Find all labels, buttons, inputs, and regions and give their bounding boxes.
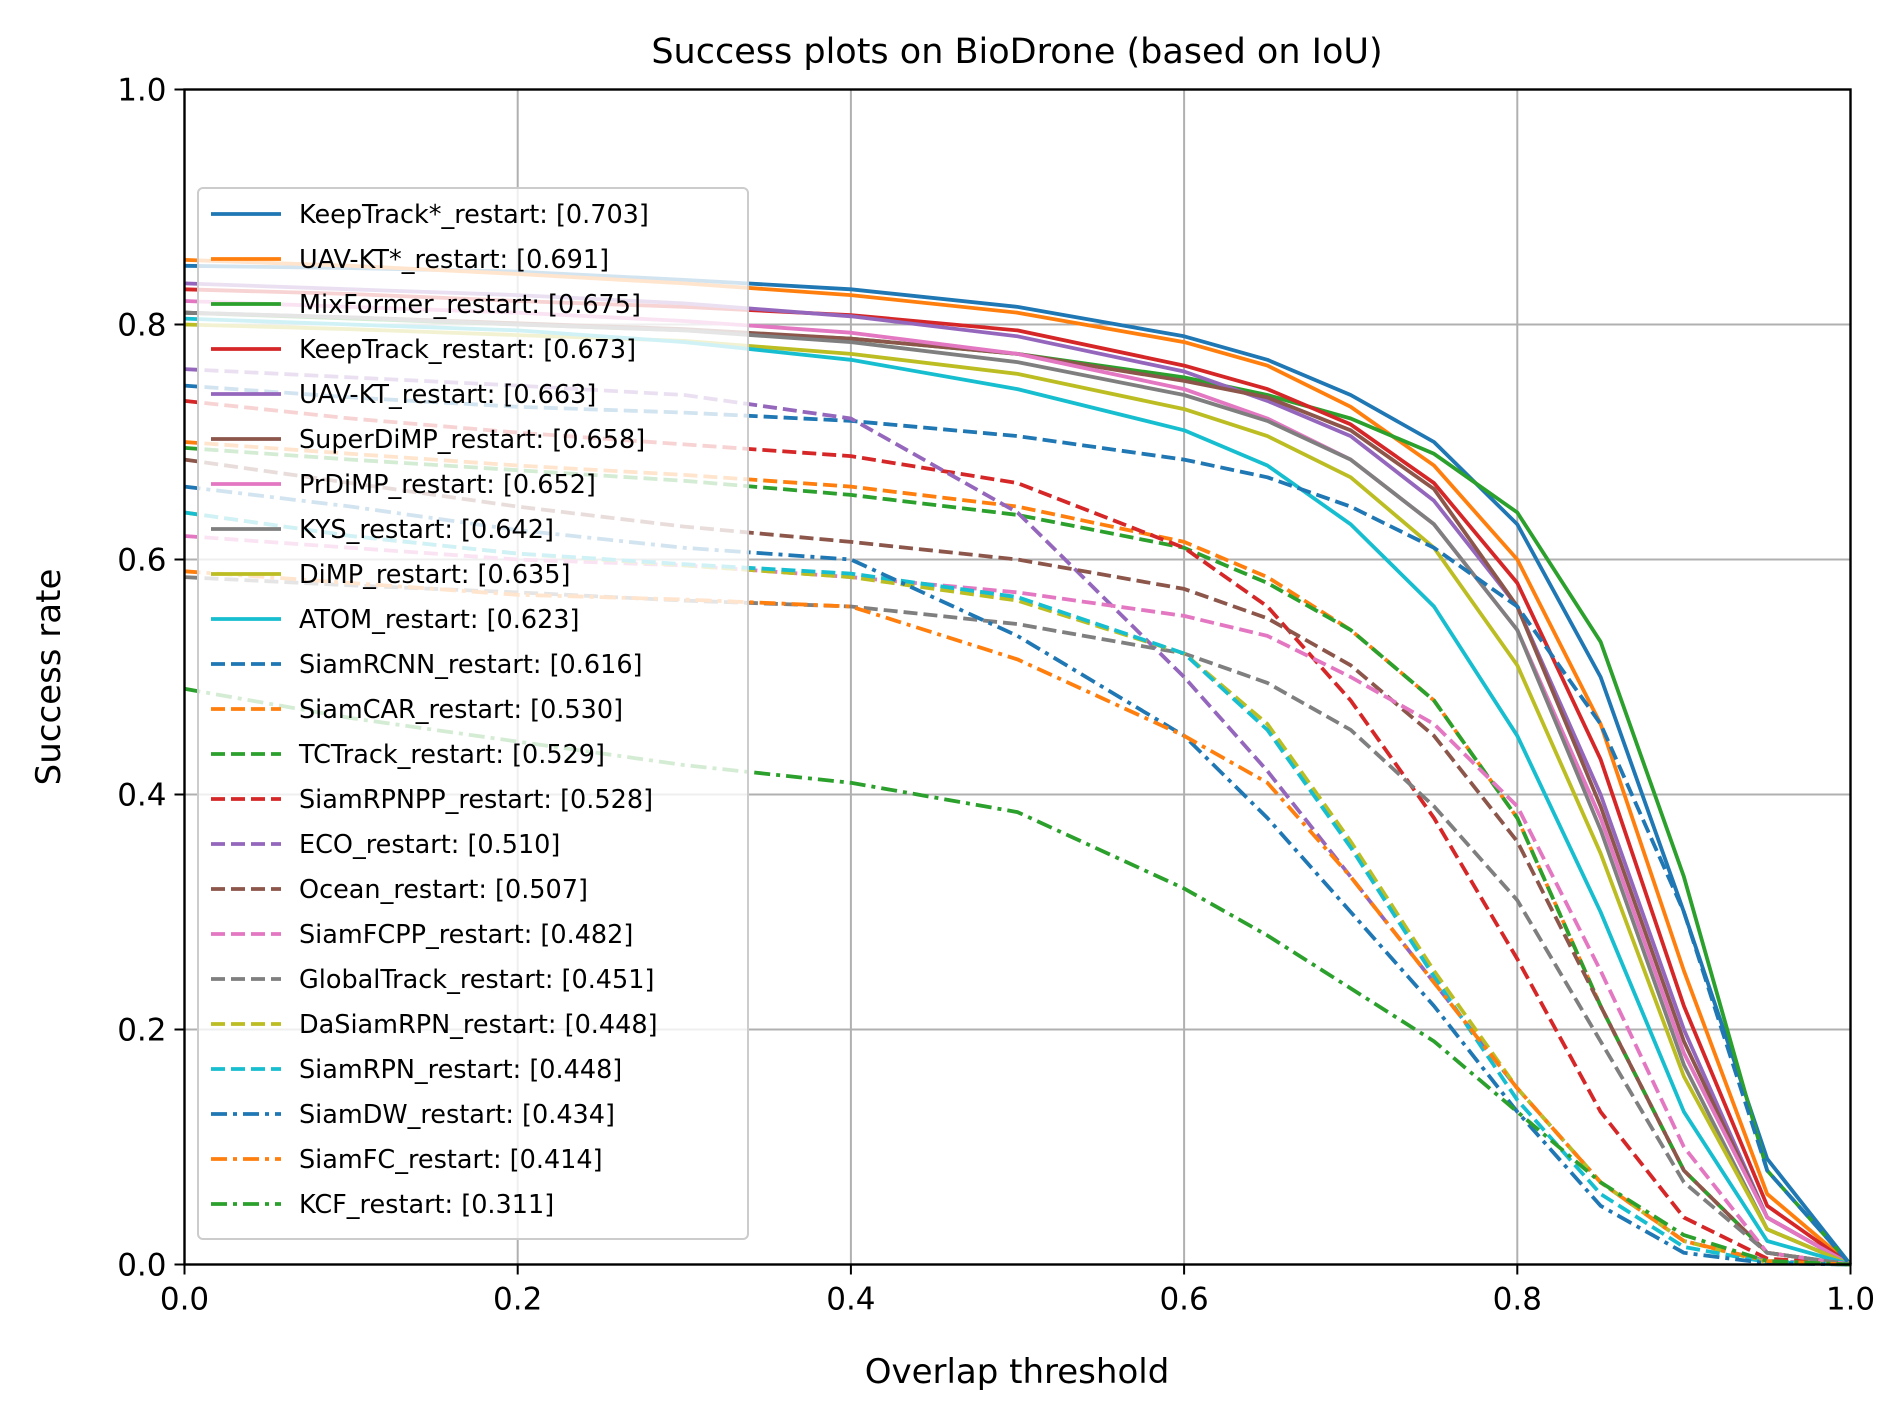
x-tick-label: 0.8 xyxy=(1493,1282,1542,1318)
legend-label: SiamRPN_restart: [0.448] xyxy=(299,1055,622,1085)
axis-ticks: 0.0 0.2 0.4 0.6 0.8 1.0 0.0 0.2 0.4 0.6 0.8 1.0 xyxy=(117,73,1875,1318)
plot-frame xyxy=(183,88,1852,1266)
legend-label: DaSiamRPN_restart: [0.448] xyxy=(299,1010,658,1040)
legend: KeepTrack*_restart: [0.703] UAV-KT*_resta… xyxy=(197,187,749,1240)
legend-label: SiamRPNPP_restart: [0.528] xyxy=(299,785,653,815)
y-tick-label: 0.4 xyxy=(117,778,166,814)
x-tick-label: 0.2 xyxy=(493,1282,542,1318)
legend-label: PrDiMP_restart: [0.652] xyxy=(299,470,596,500)
legend-label: TCTrack_restart: [0.529] xyxy=(298,740,605,770)
legend-label: SiamDW_restart: [0.434] xyxy=(299,1100,615,1130)
legend-label: UAV-KT*_restart: [0.691] xyxy=(299,245,609,275)
legend-label: SiamFCPP_restart: [0.482] xyxy=(299,920,633,950)
y-tick-label: 0.0 xyxy=(117,1248,166,1284)
legend-label: GlobalTrack_restart: [0.451] xyxy=(299,965,654,995)
legend-label: KYS_restart: [0.642] xyxy=(299,515,554,545)
legend-label: Ocean_restart: [0.507] xyxy=(299,875,588,905)
chart-title: Success plots on BioDrone (based on IoU) xyxy=(651,32,1382,72)
legend-label: KCF_restart: [0.311] xyxy=(299,1190,554,1220)
y-axis-title: Success rate xyxy=(29,569,69,786)
x-tick-label: 0.4 xyxy=(826,1282,875,1318)
y-tick-label: 0.2 xyxy=(117,1013,166,1049)
x-tick-label: 0.0 xyxy=(160,1282,209,1318)
legend-label: SiamRCNN_restart: [0.616] xyxy=(299,650,643,680)
y-tick-label: 1.0 xyxy=(117,73,166,109)
legend-label: KeepTrack_restart: [0.673] xyxy=(299,335,636,365)
legend-label: ECO_restart: [0.510] xyxy=(299,830,560,860)
y-tick-label: 0.8 xyxy=(117,308,166,344)
x-tick-label: 1.0 xyxy=(1826,1282,1875,1318)
legend-label: SuperDiMP_restart: [0.658] xyxy=(299,425,645,455)
legend-label: MixFormer_restart: [0.675] xyxy=(299,290,641,320)
legend-label: ATOM_restart: [0.623] xyxy=(299,605,579,635)
x-tick-label: 0.6 xyxy=(1159,1282,1208,1318)
legend-label: KeepTrack*_restart: [0.703] xyxy=(299,200,649,230)
legend-label: SiamFC_restart: [0.414] xyxy=(299,1145,603,1175)
x-axis-title: Overlap threshold xyxy=(865,1352,1170,1392)
y-tick-label: 0.6 xyxy=(117,543,166,579)
legend-label: DiMP_restart: [0.635] xyxy=(299,560,570,590)
legend-label: SiamCAR_restart: [0.530] xyxy=(299,695,623,725)
legend-box xyxy=(197,187,749,1240)
legend-label: UAV-KT_restart: [0.663] xyxy=(299,380,596,410)
